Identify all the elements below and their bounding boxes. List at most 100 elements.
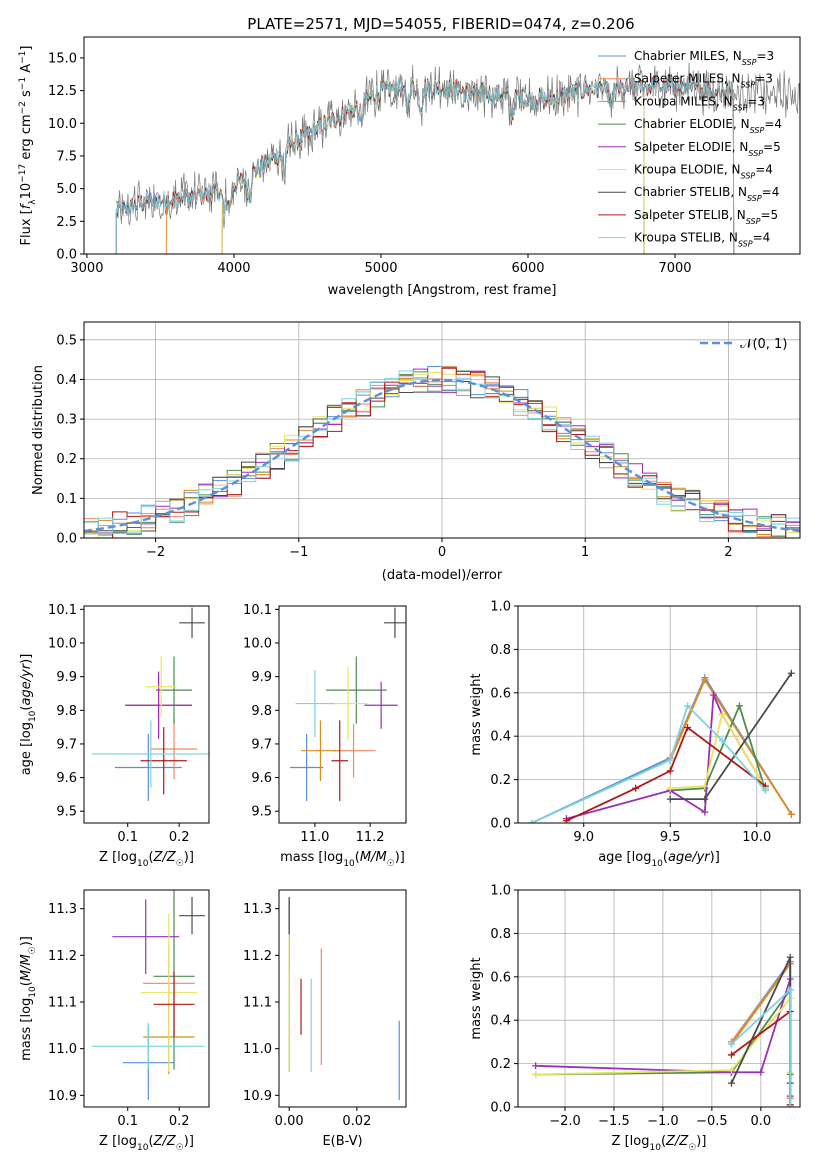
y-tick-label: 11.1: [243, 996, 272, 1011]
x-tick-label: 11.2: [356, 830, 385, 845]
y-tick-label: 11.0: [243, 1042, 272, 1057]
label-part: −1: [18, 51, 28, 64]
legend-text: =3: [747, 94, 765, 108]
x-tick-label: 0.02: [342, 1114, 371, 1129]
legend-label: Chabrier MILES, NSSP=3: [634, 49, 774, 67]
label-part: 10: [137, 1143, 149, 1153]
histogram-salpeter_stelib: [84, 367, 800, 538]
legend-text: =4: [764, 117, 782, 131]
weight-marker-kroupa_miles: [701, 676, 709, 684]
label-part: −2: [18, 101, 28, 114]
label-part: E(B-V): [322, 1134, 362, 1149]
axes-frame: [517, 605, 801, 824]
y-tick-label: 5.0: [56, 182, 77, 197]
y-axis-label: Flux [fλ10−17 erg cm−2 s−1 A−1]: [18, 46, 38, 246]
label-part: Z [: [99, 850, 117, 865]
legend-sub: SSP: [746, 216, 761, 225]
mass-vs-z-panel: 0.1 0.210.911.011.111.211.3Z [log10(Z/Z☉)…: [19, 889, 210, 1153]
label-part: log: [19, 722, 34, 742]
label-part: )]: [19, 654, 34, 664]
label-part: 10: [28, 986, 38, 998]
y-tick-label: 0.1: [56, 492, 77, 507]
weight-marker-kroupa_stelib: [666, 756, 674, 764]
weight-line-chabrier_elodie: [670, 703, 767, 792]
legend-text: =3: [756, 49, 774, 63]
x-tick-label: 7000: [658, 261, 691, 276]
y-tick-label: 11.1: [48, 996, 77, 1011]
x-tick-label: 4000: [217, 261, 250, 276]
x-tick-label: −1.0: [647, 1114, 679, 1129]
x-tick-label: 2: [724, 545, 732, 560]
residuals-panel: −2 −1 0 1 2 0.0 0.1 0.2 0.3 0.4 0.5 (data-model)/er…: [31, 321, 801, 583]
x-tick-label: −1: [289, 545, 308, 560]
x-tick-label: 9.0: [573, 830, 594, 845]
x-tick-label: 11.0: [300, 830, 329, 845]
legend-text: Kroupa MILES, N: [634, 94, 733, 108]
y-tick-label: 9.6: [56, 771, 77, 786]
axes-frame: [83, 889, 210, 1108]
axes-frame: [83, 36, 801, 255]
y-tick-label: 9.8: [56, 704, 77, 719]
y-tick-label: 0.8: [490, 927, 511, 942]
legend-label: Salpeter STELIB, NSSP=5: [634, 208, 778, 226]
label-part: 10: [28, 710, 38, 722]
y-axis-label: mass weight: [469, 673, 484, 755]
label-part: (: [148, 850, 153, 865]
histogram-kroupa_stelib: [84, 370, 800, 538]
weight-line-kroupa_elodie: [670, 712, 767, 790]
legend-label: Salpeter ELODIE, NSSP=5: [634, 140, 781, 158]
legend-sub: SSP: [747, 194, 762, 203]
label-part: mass [: [280, 850, 323, 865]
y-tick-label: 10.1: [48, 603, 77, 618]
weight-marker-salpeter_stelib: [632, 784, 640, 792]
legend-text: =4: [753, 231, 771, 245]
label-part: wavelength [Angstrom, rest frame]: [328, 283, 557, 298]
plot-area: [115, 62, 800, 254]
x-axis-label: Z [log10(Z/Z☉)]: [99, 850, 194, 869]
spectrum-panel: 3000 4000 5000 6000 7000 0.0 2.5 5.0 7.5 10.0 12.5…: [18, 36, 801, 298]
x-axis-label: wavelength [Angstrom, rest frame]: [328, 283, 557, 298]
y-tick-label: 11.2: [243, 949, 272, 964]
legend-label: Chabrier STELIB, NSSP=4: [634, 185, 779, 203]
weight-marker-kroupa_elodie: [727, 1066, 735, 1074]
y-tick-label: 1.0: [490, 600, 511, 615]
weight-marker-kroupa_stelib: [786, 986, 794, 994]
legend-text: =4: [755, 163, 773, 177]
plot-area: [532, 953, 794, 1107]
normal-distribution-curve: [84, 378, 800, 533]
weight-vs-age-panel: 9.0 9.5 10.0 0.0 0.2 0.4 0.6 0.8 1.0 age [log10(a…: [469, 600, 801, 869]
y-tick-label: 1.0: [490, 884, 511, 899]
label-part: A: [19, 64, 34, 77]
label-part: Normed distribution: [31, 365, 46, 495]
label-part: 10: [19, 183, 34, 200]
y-tick-label: 11.3: [48, 902, 77, 917]
x-axis-label: (data-model)/error: [382, 568, 503, 583]
label-part: (data-model)/error: [382, 568, 503, 583]
label-part: Z [: [99, 1134, 117, 1149]
label-part: Z [: [612, 1134, 630, 1149]
legend-text: Kroupa STELIB, N: [634, 231, 738, 245]
weight-marker-chabrier_stelib: [727, 1079, 735, 1087]
plot-area: [290, 607, 406, 802]
y-tick-label: 11.3: [243, 902, 272, 917]
label-part: 10: [137, 859, 149, 869]
label-part: )]: [184, 850, 194, 865]
label-part: (: [663, 850, 668, 865]
x-tick-label: −2.0: [549, 1114, 581, 1129]
weight-marker-salpeter_elodie: [709, 691, 717, 699]
weight-marker-kroupa_miles: [787, 810, 795, 818]
figure-title: PLATE=2571, MJD=54055, FIBERID=0474, z=0…: [247, 15, 634, 33]
y-tick-label: 0.6: [490, 970, 511, 985]
label-part: mass weight: [469, 673, 484, 755]
legend-text: =5: [763, 140, 781, 154]
y-tick-label: 0.4: [56, 373, 77, 388]
y-tick-label: 0.4: [490, 730, 511, 745]
x-axis-label: mass [log10(M/M☉)]: [280, 850, 405, 869]
y-tick-label: 0.0: [56, 532, 77, 547]
x-tick-label: −1.5: [598, 1114, 630, 1129]
label-part: Flux [: [19, 209, 34, 245]
label-part: λ: [28, 199, 38, 205]
label-part: erg cm: [19, 114, 34, 163]
weight-marker-salpeter_stelib: [684, 724, 692, 732]
